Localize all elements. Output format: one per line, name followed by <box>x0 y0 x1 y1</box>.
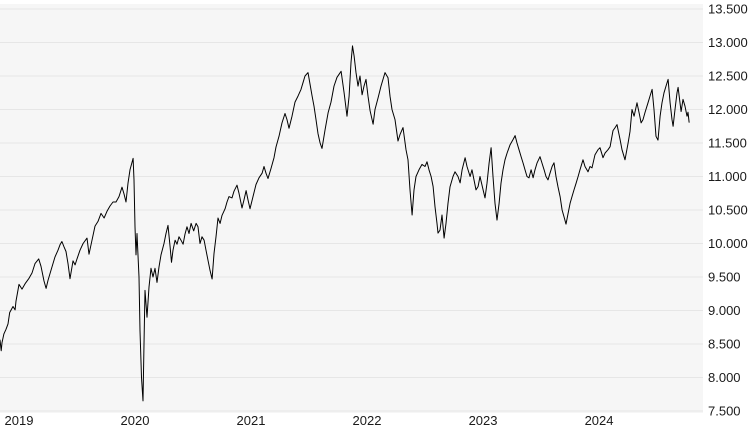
y-axis-tick-label: 9.000 <box>708 303 741 318</box>
y-axis-tick-label: 10.000 <box>708 236 748 251</box>
y-axis-tick-label: 11.500 <box>708 136 747 151</box>
x-axis-tick-label: 2020 <box>121 413 150 428</box>
y-axis-tick-label: 12.000 <box>708 102 748 117</box>
y-axis-tick-label: 9.500 <box>708 270 741 285</box>
y-axis-tick-label: 13.500 <box>708 2 748 17</box>
y-axis-tick-label: 7.500 <box>708 404 741 419</box>
x-axis-tick-label: 2021 <box>237 413 266 428</box>
x-axis-tick-label: 2019 <box>5 413 34 428</box>
x-axis-tick-label: 2023 <box>469 413 498 428</box>
y-axis-tick-label: 8.000 <box>708 370 741 385</box>
y-axis-tick-label: 12.500 <box>708 69 748 84</box>
y-axis-tick-label: 11.000 <box>708 169 747 184</box>
y-axis-tick-label: 13.000 <box>708 35 748 50</box>
y-axis-tick-label: 8.500 <box>708 337 741 352</box>
x-axis-tick-label: 2024 <box>585 413 614 428</box>
plot-background <box>0 4 703 413</box>
x-axis-tick-label: 2022 <box>353 413 382 428</box>
y-axis-tick-label: 10.500 <box>708 203 748 218</box>
price-line-series <box>0 45 690 402</box>
